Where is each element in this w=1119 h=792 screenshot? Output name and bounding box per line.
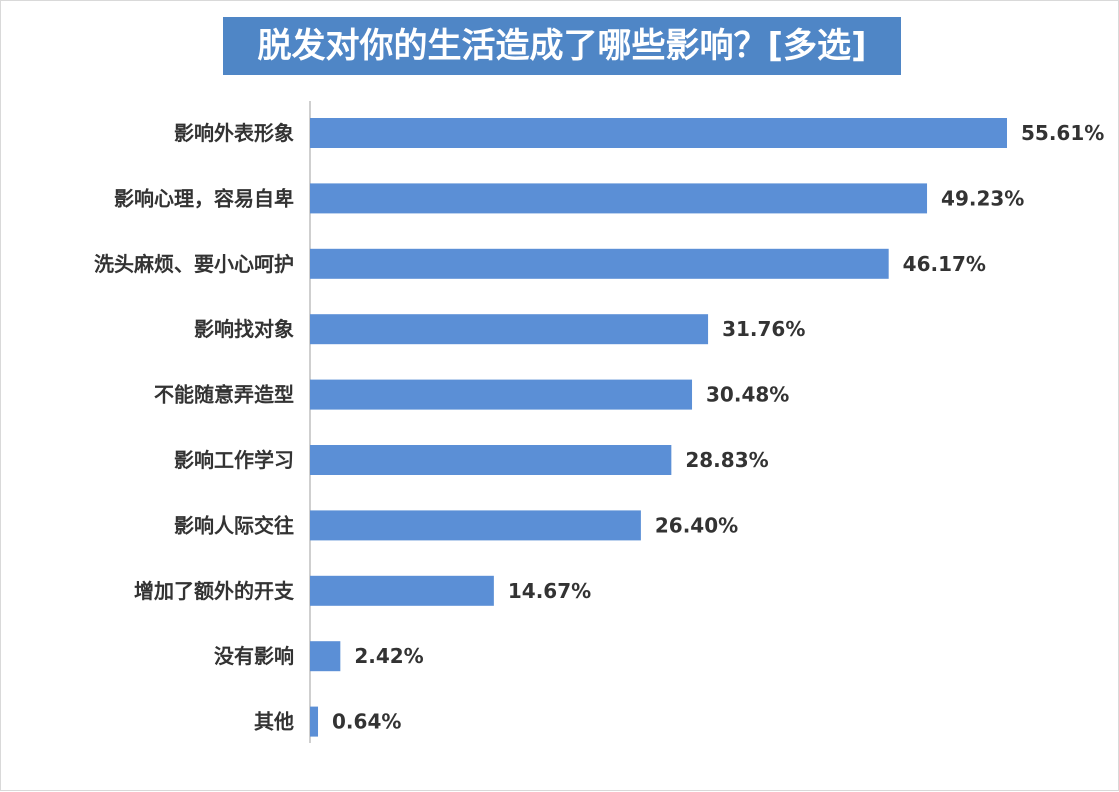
bar-1 [310, 118, 1007, 148]
category-label-5: 不能随意弄造型 [154, 383, 294, 407]
bar-5 [310, 379, 693, 410]
bar-6 [310, 445, 672, 475]
category-label-10: 其他 [254, 710, 294, 734]
category-label-1: 影响外表形象 [174, 121, 294, 145]
value-label-7: 26.40% [655, 513, 738, 537]
bar-3 [310, 248, 889, 279]
bar-9 [310, 641, 341, 672]
category-label-3: 洗头麻烦、要小心呵护 [94, 252, 294, 276]
bar-7 [310, 510, 641, 541]
category-label-7: 影响人际交往 [174, 513, 294, 537]
bar-8 [310, 575, 494, 606]
value-label-1: 55.61% [1021, 121, 1104, 145]
category-label-8: 增加了额外的开支 [134, 579, 295, 603]
chart-title: 脱发对你的生活造成了哪些影响？[多选] [223, 17, 901, 75]
value-label-4: 31.76% [722, 317, 805, 341]
value-label-9: 2.42% [354, 644, 423, 668]
value-label-5: 30.48% [706, 383, 789, 407]
value-label-2: 49.23% [941, 186, 1024, 210]
category-label-2: 影响心理，容易自卑 [114, 186, 294, 210]
value-label-10: 0.64% [332, 710, 401, 734]
category-label-6: 影响工作学习 [174, 448, 294, 472]
category-label-9: 没有影响 [214, 644, 294, 668]
value-label-6: 28.83% [685, 448, 768, 472]
bar-4 [310, 314, 709, 345]
value-label-8: 14.67% [508, 579, 591, 603]
category-label-4: 影响找对象 [194, 317, 294, 341]
bar-2 [310, 183, 928, 214]
value-label-3: 46.17% [903, 252, 986, 276]
bar-10 [310, 706, 319, 737]
